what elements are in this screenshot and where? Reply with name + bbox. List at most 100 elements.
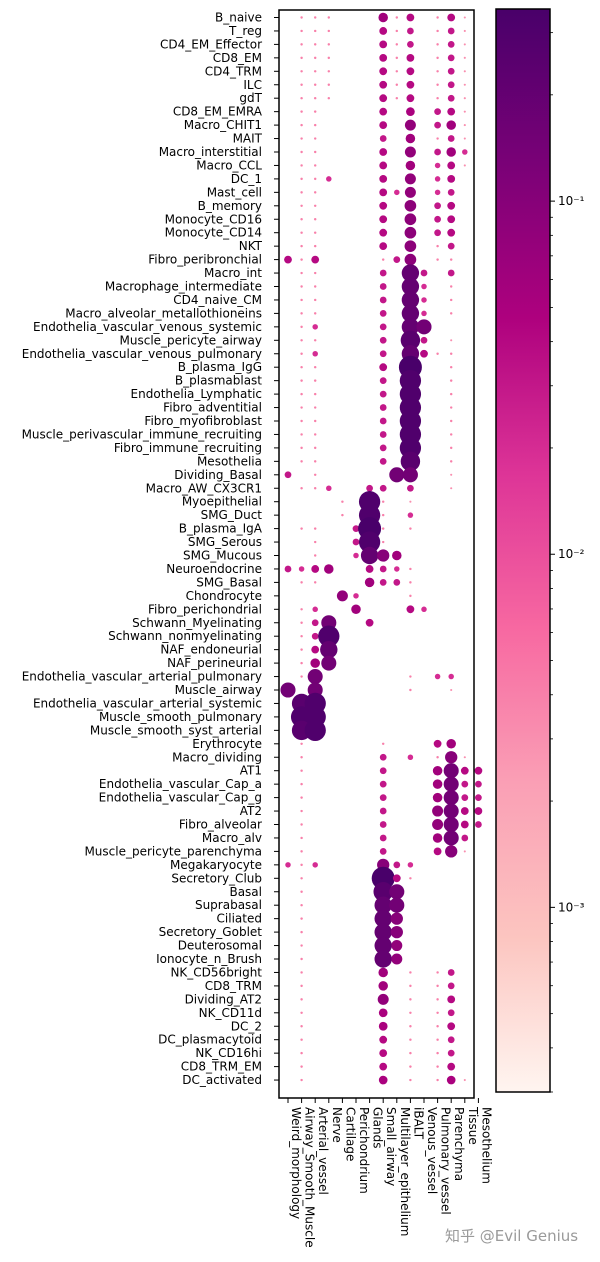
- data-dot: [407, 41, 414, 48]
- data-dot: [311, 645, 320, 654]
- data-dot: [401, 304, 420, 323]
- row-label: Endothelia_vascular_arterial_systemic: [33, 696, 262, 710]
- data-dot: [436, 1038, 439, 1041]
- data-dot: [379, 336, 387, 344]
- data-dot: [313, 56, 317, 60]
- data-dot: [395, 56, 399, 60]
- data-dot: [379, 94, 388, 103]
- data-dot: [300, 836, 303, 840]
- data-dot: [313, 110, 317, 113]
- data-dot: [447, 188, 455, 196]
- data-dot: [300, 110, 303, 113]
- data-dot: [447, 67, 455, 75]
- data-dot: [450, 688, 453, 692]
- data-dot: [405, 160, 416, 171]
- data-dot: [393, 256, 401, 263]
- data-dot: [313, 177, 317, 181]
- data-dot: [379, 350, 387, 358]
- row-label: NK_CD11d: [199, 1006, 262, 1020]
- data-dot: [379, 296, 387, 304]
- data-dot: [300, 392, 303, 396]
- data-dot: [463, 1078, 466, 1082]
- dot-layer: [280, 12, 483, 1085]
- data-dot: [313, 43, 317, 46]
- data-dot: [421, 310, 427, 317]
- column-label: Nerve: [330, 1107, 344, 1143]
- data-dot: [404, 119, 416, 131]
- data-dot: [300, 204, 303, 208]
- data-dot: [300, 271, 303, 275]
- data-dot: [443, 816, 459, 833]
- data-dot: [310, 658, 320, 668]
- data-dot: [300, 823, 303, 826]
- row-label: B_plasma_IgA: [179, 522, 263, 536]
- data-dot: [313, 285, 317, 288]
- column-label: Weird_morphology: [289, 1107, 303, 1219]
- data-dot: [409, 527, 412, 530]
- row-label: CD8_EM: [213, 51, 262, 65]
- data-dot: [341, 500, 344, 503]
- data-dot: [378, 1021, 388, 1031]
- row-label: SMG_Serous: [188, 535, 262, 549]
- data-dot: [447, 161, 456, 170]
- data-dot: [327, 70, 331, 73]
- data-dot: [379, 444, 387, 452]
- data-dot: [300, 877, 303, 880]
- data-dot: [381, 540, 385, 544]
- data-dot: [447, 54, 455, 62]
- data-dot: [379, 431, 387, 438]
- data-dot: [327, 96, 331, 100]
- data-dot: [378, 12, 388, 23]
- data-dot: [450, 473, 453, 476]
- row-label: SMG_Mucous: [183, 549, 262, 563]
- data-dot: [436, 1051, 439, 1055]
- data-dot: [463, 110, 466, 113]
- data-dot: [436, 1011, 439, 1015]
- data-dot: [447, 1009, 455, 1017]
- data-dot: [300, 446, 303, 450]
- data-dot: [313, 473, 317, 477]
- data-dot: [404, 213, 417, 226]
- data-dot: [400, 451, 421, 472]
- data-dot: [436, 352, 439, 355]
- data-dot: [433, 847, 442, 856]
- data-dot: [449, 258, 453, 261]
- data-dot: [409, 971, 412, 974]
- data-dot: [313, 339, 317, 342]
- data-dot: [409, 594, 412, 598]
- data-dot: [313, 83, 317, 86]
- data-dot: [421, 297, 427, 303]
- data-dot: [379, 1035, 388, 1044]
- data-dot: [447, 41, 455, 48]
- data-dot: [313, 29, 317, 33]
- data-dot: [449, 285, 453, 288]
- row-label: NKT: [239, 239, 263, 253]
- data-dot: [432, 805, 444, 817]
- data-dot: [475, 821, 482, 828]
- data-dot: [395, 96, 399, 100]
- row-label: NK_CD16hi: [195, 1046, 262, 1060]
- data-dot: [432, 819, 444, 830]
- data-dot: [462, 149, 468, 155]
- row-label: B_plasmablast: [175, 374, 262, 388]
- data-dot: [379, 363, 388, 372]
- data-dot: [300, 352, 303, 355]
- row-label: Myoepithelial: [182, 495, 262, 509]
- data-dot: [409, 1011, 412, 1015]
- data-dot: [404, 253, 417, 266]
- data-dot: [389, 884, 405, 900]
- data-dot: [300, 258, 303, 261]
- data-dot: [379, 390, 387, 398]
- data-dot: [436, 43, 439, 46]
- data-dot: [381, 742, 385, 746]
- watermark: 知乎 @Evil Genius: [445, 1227, 579, 1245]
- data-dot: [379, 484, 387, 492]
- row-label: Muscle_smooth_pulmonary: [99, 710, 262, 724]
- data-dot: [434, 176, 441, 182]
- data-dot: [434, 229, 441, 237]
- data-dot: [300, 903, 303, 907]
- row-label: DC_activated: [182, 1073, 262, 1087]
- data-dot: [379, 848, 387, 855]
- row-label: Chondrocyte: [186, 589, 262, 603]
- plot-frame: [278, 9, 475, 1099]
